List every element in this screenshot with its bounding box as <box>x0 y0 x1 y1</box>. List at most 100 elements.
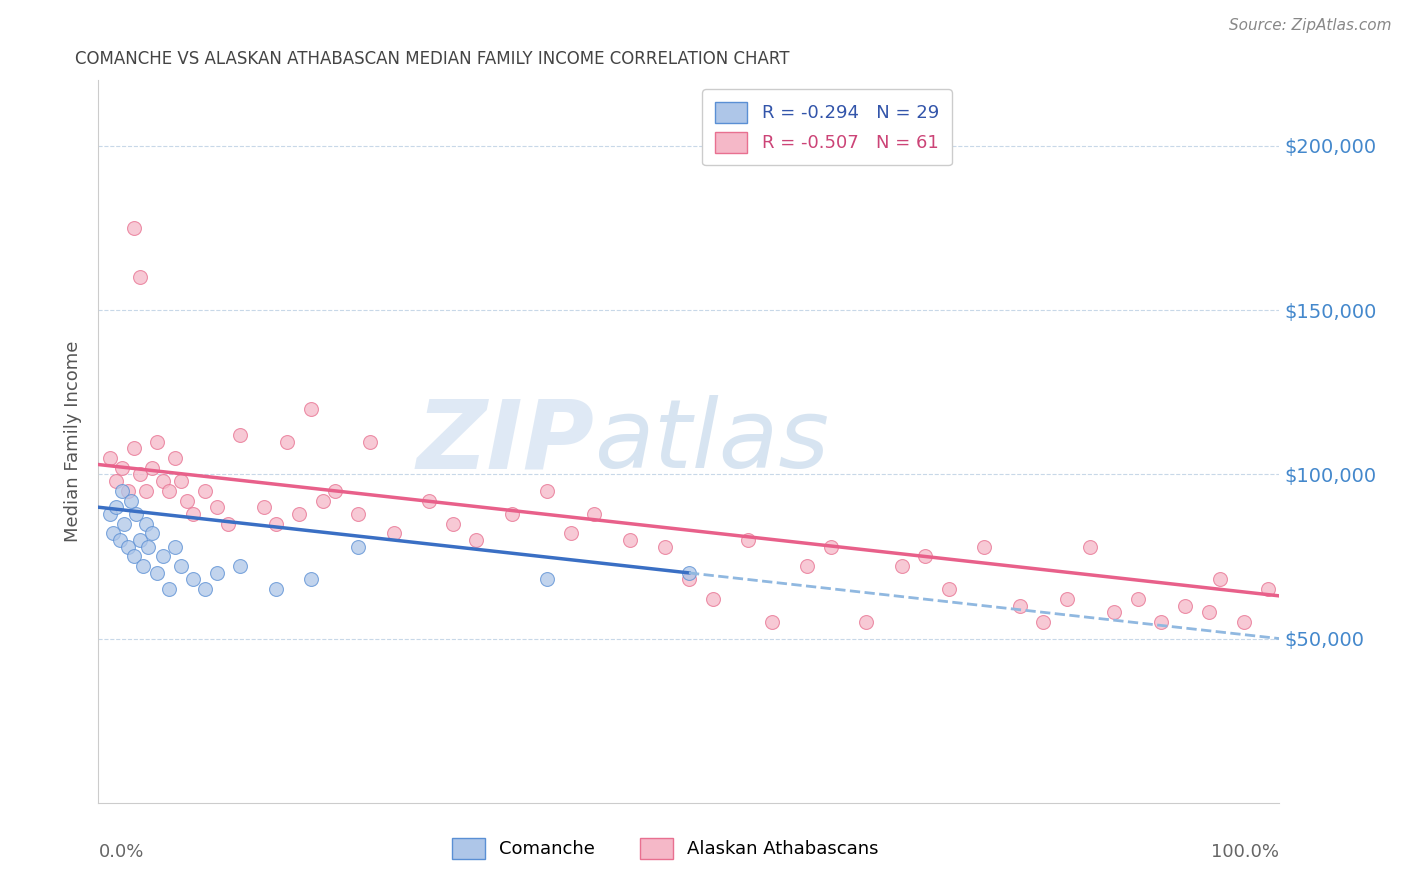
Point <box>181 573 204 587</box>
Point <box>1198 605 1220 619</box>
Point <box>194 483 217 498</box>
Point <box>501 507 523 521</box>
Point <box>1174 599 1197 613</box>
Point <box>165 540 187 554</box>
Point <box>229 559 252 574</box>
Point <box>536 483 558 498</box>
Point <box>382 526 405 541</box>
Point <box>654 540 676 554</box>
Y-axis label: Median Family Income: Median Family Income <box>65 341 83 542</box>
Point <box>1102 605 1125 619</box>
Point <box>170 559 193 574</box>
Point <box>141 526 163 541</box>
Point <box>122 549 145 564</box>
Point <box>359 434 381 449</box>
Point <box>299 573 322 587</box>
Point <box>98 507 121 521</box>
Point <box>176 493 198 508</box>
Point <box>122 441 145 455</box>
Point <box>264 516 287 531</box>
Point <box>678 573 700 587</box>
Point <box>820 540 842 554</box>
Point <box>418 493 440 508</box>
Point <box>170 474 193 488</box>
Text: ZIP: ZIP <box>416 395 595 488</box>
Point <box>253 500 276 515</box>
Point <box>678 566 700 580</box>
Point <box>914 549 936 564</box>
Point <box>98 450 121 465</box>
Point <box>135 483 157 498</box>
Point <box>465 533 488 547</box>
Point <box>111 483 134 498</box>
Text: 100.0%: 100.0% <box>1212 843 1279 861</box>
Point <box>938 582 960 597</box>
Point <box>536 573 558 587</box>
Text: Source: ZipAtlas.com: Source: ZipAtlas.com <box>1229 18 1392 33</box>
Point <box>264 582 287 597</box>
Point <box>146 434 169 449</box>
Point <box>761 615 783 630</box>
Point <box>1257 582 1279 597</box>
Point <box>117 483 139 498</box>
Point <box>181 507 204 521</box>
Point <box>1056 592 1078 607</box>
Point <box>796 559 818 574</box>
Point <box>312 493 335 508</box>
Point <box>1233 615 1256 630</box>
Point <box>135 516 157 531</box>
Point <box>157 483 180 498</box>
Text: 0.0%: 0.0% <box>98 843 143 861</box>
Point <box>105 500 128 515</box>
Point <box>1008 599 1031 613</box>
Point <box>702 592 724 607</box>
Point <box>276 434 298 449</box>
Point <box>165 450 187 465</box>
Point <box>101 526 124 541</box>
Point <box>132 559 155 574</box>
Point <box>117 540 139 554</box>
Point <box>890 559 912 574</box>
Point <box>128 533 150 547</box>
Point <box>299 401 322 416</box>
Point <box>619 533 641 547</box>
Legend: Comanche, Alaskan Athabascans: Comanche, Alaskan Athabascans <box>444 830 886 866</box>
Point <box>583 507 606 521</box>
Point <box>1150 615 1173 630</box>
Point <box>136 540 159 554</box>
Point <box>205 566 228 580</box>
Point <box>105 474 128 488</box>
Point <box>152 549 174 564</box>
Point <box>111 460 134 475</box>
Point <box>121 493 143 508</box>
Point <box>973 540 995 554</box>
Point <box>108 533 131 547</box>
Point <box>194 582 217 597</box>
Point <box>122 221 145 235</box>
Point <box>128 270 150 285</box>
Point <box>217 516 239 531</box>
Point <box>152 474 174 488</box>
Point <box>1080 540 1102 554</box>
Point <box>112 516 135 531</box>
Point <box>1209 573 1232 587</box>
Point <box>288 507 311 521</box>
Point <box>323 483 346 498</box>
Point <box>146 566 169 580</box>
Point <box>441 516 464 531</box>
Text: atlas: atlas <box>595 395 830 488</box>
Point <box>141 460 163 475</box>
Point <box>205 500 228 515</box>
Point <box>157 582 180 597</box>
Point <box>125 507 148 521</box>
Text: COMANCHE VS ALASKAN ATHABASCAN MEDIAN FAMILY INCOME CORRELATION CHART: COMANCHE VS ALASKAN ATHABASCAN MEDIAN FA… <box>75 50 789 68</box>
Point <box>347 540 370 554</box>
Point <box>128 467 150 482</box>
Point <box>737 533 759 547</box>
Point <box>347 507 370 521</box>
Point <box>560 526 582 541</box>
Point <box>1032 615 1054 630</box>
Point <box>855 615 877 630</box>
Point <box>229 428 252 442</box>
Point <box>1126 592 1149 607</box>
